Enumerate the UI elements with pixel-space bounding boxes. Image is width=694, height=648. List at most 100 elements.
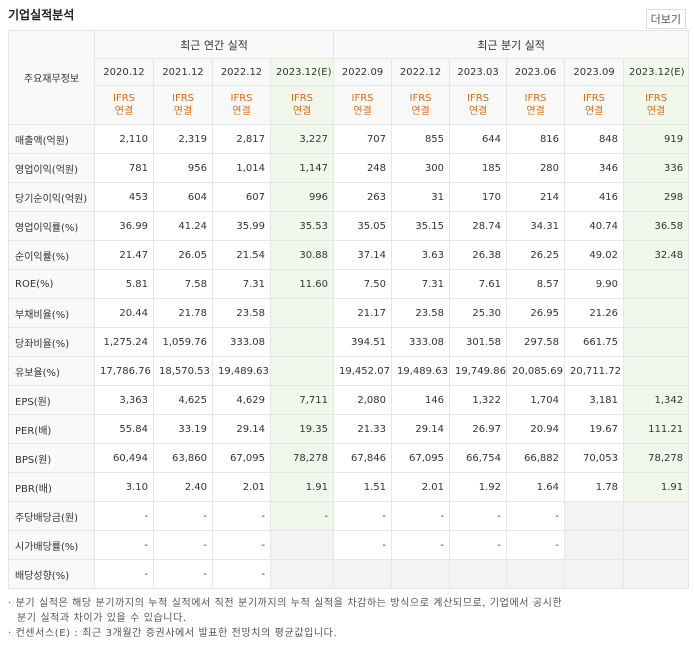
data-cell: 333.08	[212, 327, 271, 357]
data-cell	[623, 530, 690, 560]
data-cell: 21.26	[564, 298, 625, 328]
data-cell	[269, 298, 335, 328]
data-cell: 23.58	[212, 298, 271, 328]
data-cell: -	[153, 530, 213, 560]
data-row: ROE(%) 5.81 7.58 7.31 11.60 7.50 7.31 7.61 8.57 9…	[8, 269, 690, 299]
data-cell: 21.17	[333, 298, 393, 328]
accounting-standard: IFRS	[645, 93, 668, 104]
data-cell: 2,817	[212, 124, 271, 154]
data-cell: -	[506, 530, 566, 560]
data-cell: 40.74	[564, 211, 625, 241]
data-cell: 1,322	[449, 385, 508, 415]
data-cell: -	[212, 501, 271, 531]
data-row: 주당배당금(원) - - - - - - - -	[8, 501, 690, 531]
note: · 분기 실적은 해당 분기까지의 누적 실적에서 직전 분기까지의 누적 실적…	[8, 598, 563, 624]
data-cell	[391, 559, 451, 589]
accounting-standard: IFRS	[583, 93, 606, 104]
data-cell: 3.10	[94, 472, 154, 502]
data-cell: 394.51	[333, 327, 393, 357]
data-cell	[623, 356, 690, 386]
more-link[interactable]: 더보기	[645, 9, 686, 29]
consolidation-basis: 연결	[646, 106, 666, 117]
data-cell	[333, 559, 393, 589]
data-cell: -	[212, 559, 271, 589]
data-cell: -	[449, 530, 508, 560]
data-cell: 26.38	[449, 240, 508, 270]
data-cell: 146	[391, 385, 451, 415]
data-cell: 60,494	[94, 443, 154, 473]
data-cell: 816	[506, 124, 566, 154]
data-cell: 1.92	[449, 472, 508, 502]
notes: · 분기 실적은 해당 분기까지의 누적 실적에서 직전 분기까지의 누적 실적…	[8, 596, 568, 641]
accounting-header: IFRS 연결	[506, 85, 566, 125]
data-row: 부채비율(%) 20.44 21.78 23.58 21.17 23.58 25.30 26.…	[8, 298, 690, 328]
data-cell: 607	[212, 182, 271, 212]
note-text: 컨센서스(E) : 최근 3개월간 증권사에서 발표한 전망치의 평균값입니다.	[15, 628, 338, 639]
data-cell: 26.97	[449, 414, 508, 444]
data-cell: 78,278	[623, 443, 690, 473]
data-cell: 2,110	[94, 124, 154, 154]
data-row: 순이익률(%) 21.47 26.05 21.54 30.88 37.14 3.63 26.3…	[8, 240, 690, 270]
accounting-standard: IFRS	[409, 93, 432, 104]
row-label: EPS(원)	[8, 385, 95, 415]
period-header: 2020.12	[94, 58, 154, 86]
data-cell	[564, 559, 625, 589]
data-cell: -	[153, 501, 213, 531]
data-cell: 26.95	[506, 298, 566, 328]
data-cell: 30.88	[269, 240, 335, 270]
data-cell: -	[212, 530, 271, 560]
note-text: 분기 실적은 해당 분기까지의 누적 실적에서 직전 분기까지의 누적 실적을 …	[15, 598, 563, 624]
data-cell: 855	[391, 124, 451, 154]
data-cell: 2,319	[153, 124, 213, 154]
data-cell: 19,749.86	[449, 356, 508, 386]
data-cell: 26.25	[506, 240, 566, 270]
data-row: 배당성향(%) - - -	[8, 559, 690, 589]
data-cell: 3,227	[269, 124, 335, 154]
data-cell: 35.15	[391, 211, 451, 241]
data-row: EPS(원) 3,363 4,625 4,629 7,711 2,080 146 1,322 1…	[8, 385, 690, 415]
data-cell: 416	[564, 182, 625, 212]
data-row: 영업이익률(%) 36.99 41.24 35.99 35.53 35.05 35.15 28…	[8, 211, 690, 241]
row-label: ROE(%)	[8, 269, 95, 299]
data-cell: 1,342	[623, 385, 690, 415]
financial-table: 주요재무정보 최근 연간 실적 최근 분기 실적 2020.12 2021.12 2022…	[8, 30, 690, 589]
data-cell: 644	[449, 124, 508, 154]
accounting-header: IFRS 연결	[212, 85, 271, 125]
data-row: PBR(배) 3.10 2.40 2.01 1.91 1.51 2.01 1.92 1.64 1.…	[8, 472, 690, 502]
data-row: PER(배) 55.84 33.19 29.14 19.35 21.33 29.14 26.9…	[8, 414, 690, 444]
data-cell: -	[94, 530, 154, 560]
accounting-header: IFRS 연결	[333, 85, 393, 125]
data-cell: 7.31	[212, 269, 271, 299]
accounting-header: IFRS 연결	[94, 85, 154, 125]
data-cell: -	[506, 501, 566, 531]
row-label: PBR(배)	[8, 472, 95, 502]
data-cell: 7.61	[449, 269, 508, 299]
data-cell: 35.05	[333, 211, 393, 241]
data-cell: 301.58	[449, 327, 508, 357]
data-cell: 4,629	[212, 385, 271, 415]
data-cell: 21.78	[153, 298, 213, 328]
group-header: 최근 분기 실적	[333, 30, 690, 59]
data-cell: 36.99	[94, 211, 154, 241]
data-cell: 70,053	[564, 443, 625, 473]
data-cell: 3,363	[94, 385, 154, 415]
data-cell: 19,489.63	[212, 356, 271, 386]
data-cell: 300	[391, 153, 451, 183]
data-cell: 20.94	[506, 414, 566, 444]
corner-header: 주요재무정보	[8, 30, 95, 125]
data-cell: 55.84	[94, 414, 154, 444]
data-cell: 1.91	[269, 472, 335, 502]
data-cell: 19,452.07	[333, 356, 393, 386]
data-cell: 29.14	[212, 414, 271, 444]
row-label: 배당성향(%)	[8, 559, 95, 589]
accounting-header: IFRS 연결	[153, 85, 213, 125]
accounting-standard: IFRS	[467, 93, 490, 104]
data-cell: 1,059.76	[153, 327, 213, 357]
data-cell: 956	[153, 153, 213, 183]
period-header: 2022.12	[391, 58, 451, 86]
data-cell: 263	[333, 182, 393, 212]
accounting-standard: IFRS	[113, 93, 135, 104]
consolidation-basis: 연결	[411, 106, 430, 117]
section-title: 기업실적분석	[8, 8, 75, 22]
